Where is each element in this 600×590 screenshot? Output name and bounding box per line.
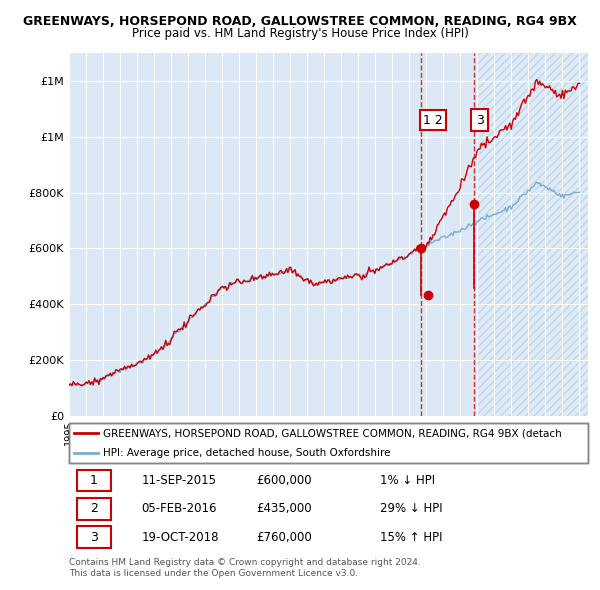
Text: This data is licensed under the Open Government Licence v3.0.: This data is licensed under the Open Gov… [69, 569, 358, 578]
FancyBboxPatch shape [77, 470, 110, 491]
Text: 2: 2 [90, 502, 98, 516]
Text: 3: 3 [476, 114, 484, 127]
Text: 05-FEB-2016: 05-FEB-2016 [142, 502, 217, 516]
Text: 11-SEP-2015: 11-SEP-2015 [142, 474, 217, 487]
FancyBboxPatch shape [77, 526, 110, 548]
Text: £435,000: £435,000 [256, 502, 311, 516]
FancyBboxPatch shape [77, 498, 110, 520]
Text: HPI: Average price, detached house, South Oxfordshire: HPI: Average price, detached house, Sout… [103, 448, 390, 458]
Text: 1% ↓ HPI: 1% ↓ HPI [380, 474, 436, 487]
Text: £600,000: £600,000 [256, 474, 311, 487]
Text: Contains HM Land Registry data © Crown copyright and database right 2024.: Contains HM Land Registry data © Crown c… [69, 558, 421, 566]
Text: 1: 1 [90, 474, 98, 487]
Text: 15% ↑ HPI: 15% ↑ HPI [380, 530, 443, 543]
Text: GREENWAYS, HORSEPOND ROAD, GALLOWSTREE COMMON, READING, RG4 9BX: GREENWAYS, HORSEPOND ROAD, GALLOWSTREE C… [23, 15, 577, 28]
Text: 19-OCT-2018: 19-OCT-2018 [142, 530, 219, 543]
Text: 29% ↓ HPI: 29% ↓ HPI [380, 502, 443, 516]
Text: GREENWAYS, HORSEPOND ROAD, GALLOWSTREE COMMON, READING, RG4 9BX (detach: GREENWAYS, HORSEPOND ROAD, GALLOWSTREE C… [103, 428, 562, 438]
Text: Price paid vs. HM Land Registry's House Price Index (HPI): Price paid vs. HM Land Registry's House … [131, 27, 469, 40]
Text: 3: 3 [90, 530, 98, 543]
Text: 1 2: 1 2 [423, 114, 443, 127]
Text: £760,000: £760,000 [256, 530, 311, 543]
Bar [478, 53, 600, 416]
